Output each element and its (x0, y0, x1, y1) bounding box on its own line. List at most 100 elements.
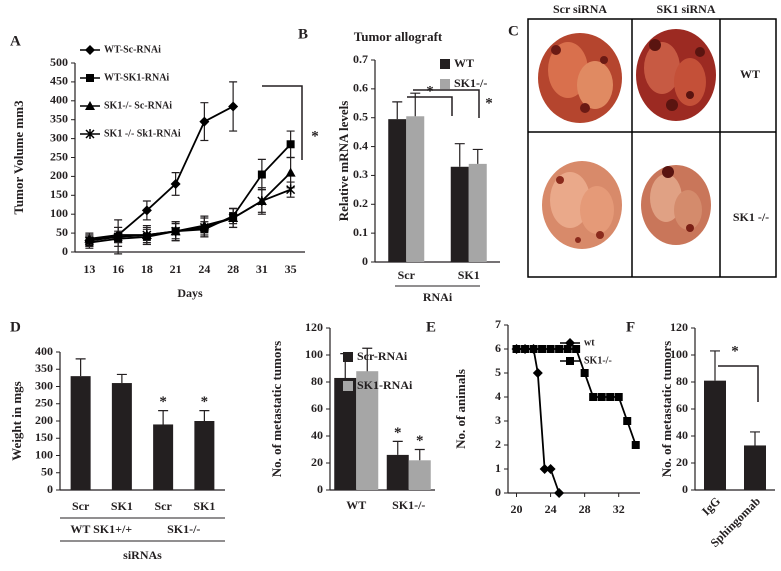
significance-mark: * (416, 433, 424, 449)
y-tick-label: 350 (35, 361, 53, 375)
bar (744, 445, 766, 490)
x-tick-label: Scr (154, 499, 172, 513)
bar (406, 116, 425, 263)
marker (286, 140, 295, 149)
x-tick-label: SK1 (458, 268, 480, 282)
x-tick-label: 28 (579, 502, 591, 516)
legend-label: wt (584, 337, 595, 348)
marker (539, 464, 550, 474)
y-tick-label: 100 (50, 206, 68, 220)
y-tick-label: 0.1 (353, 225, 368, 239)
legend-swatch (343, 352, 353, 362)
column-label: SK1 siRNA (656, 2, 715, 16)
y-tick-label: 3 (495, 413, 501, 427)
significance-mark: * (159, 394, 167, 410)
marker (512, 345, 521, 353)
y-tick-label: 100 (305, 347, 323, 361)
marker (286, 184, 296, 195)
x-tick-label: 13 (83, 262, 95, 276)
x-tick-label: Scr (72, 499, 90, 513)
x-tick-label: SK1 (111, 499, 133, 513)
bar (386, 454, 409, 490)
y-tick-label: 80 (311, 374, 323, 388)
x-tick-label: IgG (699, 494, 723, 518)
y-tick-label: 0 (62, 244, 68, 258)
marker (142, 229, 152, 240)
x-tick-label: 24 (545, 502, 557, 516)
y-tick-label: 450 (50, 74, 68, 88)
significance-mark: * (394, 425, 402, 441)
y-tick-label: 20 (311, 455, 323, 469)
y-tick-label: 50 (41, 465, 53, 479)
y-tick-label: 400 (50, 93, 68, 107)
error-bar (158, 410, 169, 425)
bar (450, 166, 469, 262)
legend-marker (566, 357, 574, 365)
marker (257, 170, 266, 179)
y-tick-label: 250 (35, 396, 53, 410)
significance-bracket (413, 89, 480, 118)
legend-label: WT-Sc-RNAi (104, 44, 161, 55)
y-tick-label: 200 (35, 413, 53, 427)
significance-mark: * (201, 394, 209, 410)
annotation: * (426, 83, 434, 99)
y-tick-label: 120 (670, 320, 688, 334)
y-tick-label: 500 (50, 55, 68, 69)
marker (199, 116, 210, 127)
bar (356, 371, 379, 490)
error-bar (392, 440, 403, 455)
y-tick-label: 150 (50, 187, 68, 201)
bar (388, 119, 407, 263)
y-tick-label: 0 (317, 482, 323, 496)
marker (285, 167, 296, 177)
bar (408, 460, 431, 490)
series-line (89, 105, 234, 242)
image-frame (527, 18, 777, 278)
y-axis-label: Weight in mgs (9, 381, 24, 460)
bar (194, 421, 215, 490)
significance-bracket (407, 96, 453, 116)
marker (606, 393, 615, 401)
x-tick-label: 28 (227, 262, 239, 276)
lung-photo (636, 29, 716, 121)
x-tick-label: 21 (170, 262, 182, 276)
x-tick-label: SK1-/- (392, 498, 425, 512)
y-tick-label: 100 (35, 447, 53, 461)
error-bar (75, 358, 86, 377)
bar (153, 424, 174, 490)
y-axis-label: Tumor Volume mm3 (11, 100, 26, 215)
y-axis-label: Relative mRNA levels (336, 101, 351, 222)
legend-label: WT-SK1-RNAi (104, 72, 169, 83)
image-panel: C Scr siRNA SK1 siRNA WT SK1 -/- (508, 2, 777, 278)
y-tick-label: 40 (311, 428, 323, 442)
marker (597, 393, 606, 401)
y-tick-label: 100 (670, 347, 688, 361)
series-line (89, 143, 292, 244)
x-axis-label: RNAi (423, 290, 453, 304)
panel-label: E (426, 319, 436, 335)
y-tick-label: 300 (35, 378, 53, 392)
legend-label: WT (454, 56, 474, 70)
column-label: Scr siRNA (553, 2, 607, 16)
y-tick-label: 60 (676, 401, 688, 415)
legend-marker (85, 129, 95, 139)
bar (70, 376, 91, 490)
legend-swatch (343, 381, 353, 391)
x-tick-label: WT (346, 498, 366, 512)
x-tick-label: Scr (398, 268, 416, 282)
bar (334, 377, 357, 490)
panel-label: F (626, 319, 635, 335)
y-tick-label: 0.2 (353, 196, 368, 210)
y-tick-label: 20 (676, 455, 688, 469)
series-line (89, 188, 291, 242)
lung-photo (542, 161, 622, 249)
marker (529, 345, 538, 353)
y-tick-label: 2 (495, 437, 501, 451)
y-tick-label: 0 (47, 482, 53, 496)
marker (532, 368, 543, 378)
error-bar (454, 143, 465, 167)
marker (141, 205, 152, 216)
y-axis-label: No. of metastatic tumors (269, 341, 284, 477)
legend-label: SK1-/- (454, 76, 487, 90)
